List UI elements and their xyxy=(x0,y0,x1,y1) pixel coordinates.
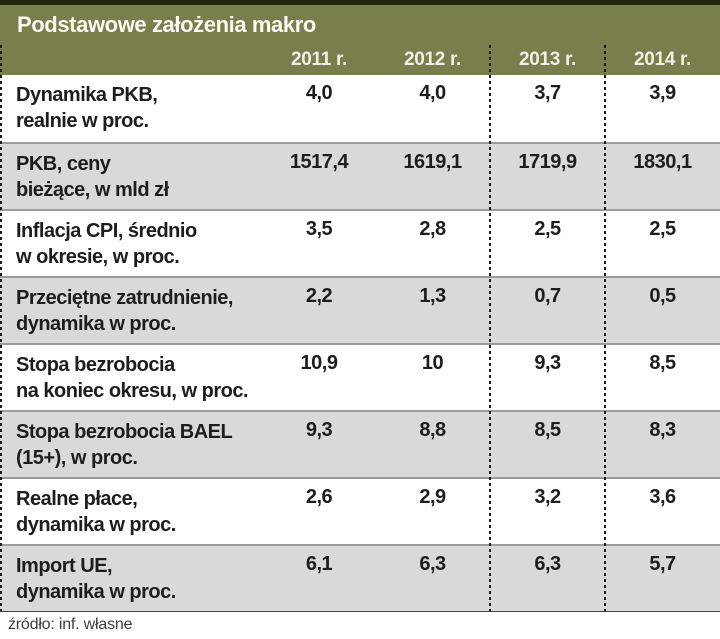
table-row: Stopa bezrobocia na koniec okresu, w pro… xyxy=(0,343,720,410)
row-value: 4,0 xyxy=(305,82,333,104)
row-value: 3,6 xyxy=(649,486,676,508)
row-label-line1: Dynamika PKB, xyxy=(16,84,158,106)
row-value: 8,5 xyxy=(534,419,561,441)
row-label-line1: Stopa bezrobocia BAEL xyxy=(16,421,233,443)
row-label: Inflacja CPI, średnio w okresie, w proc. xyxy=(0,211,263,276)
row-label: Realne płace, dynamika w proc. xyxy=(0,479,263,544)
row-label-line2: w okresie, w proc. xyxy=(16,246,180,268)
column-header-2012: 2012 r. xyxy=(403,49,462,70)
column-header-2014: 2014 r. xyxy=(633,49,692,70)
row-value: 1719,9 xyxy=(518,151,577,173)
row-value: 1830,1 xyxy=(633,151,692,173)
row-value: 3,2 xyxy=(534,486,561,508)
row-value: 8,3 xyxy=(649,419,676,441)
table-row: Realne płace, dynamika w proc. 2,6 2,9 3… xyxy=(0,477,720,544)
row-value: 2,6 xyxy=(305,486,333,508)
row-value: 2,5 xyxy=(649,218,676,240)
row-label-line2: realnie w proc. xyxy=(16,110,149,132)
row-label-line1: Import UE, xyxy=(16,555,113,577)
row-label-line1: PKB, ceny xyxy=(16,153,111,175)
table-title: Podstawowe założenia makro xyxy=(17,12,316,37)
table-row: Inflacja CPI, średnio w okresie, w proc.… xyxy=(0,209,720,276)
row-value: 8,8 xyxy=(419,419,446,441)
table-header: Podstawowe założenia makro 2011 r. 2012 … xyxy=(0,0,720,75)
table-row: Dynamika PKB, realnie w proc. 4,0 4,0 3,… xyxy=(0,75,720,142)
row-value: 0,7 xyxy=(534,285,561,307)
label-column-spacer xyxy=(0,49,263,71)
row-label-line1: Stopa bezrobocia xyxy=(16,354,175,376)
row-value: 9,3 xyxy=(305,419,333,441)
row-label-line2: na koniec okresu, w proc. xyxy=(16,380,249,402)
row-value: 1,3 xyxy=(419,285,446,307)
table-row: Przeciętne zatrudnienie, dynamika w proc… xyxy=(0,276,720,343)
column-header-2013: 2013 r. xyxy=(518,49,577,70)
column-header-row: 2011 r. 2012 r. 2013 r. 2014 r. xyxy=(0,49,720,71)
row-value: 0,5 xyxy=(649,285,676,307)
source-note: źródło: inf. własne xyxy=(0,611,720,639)
row-value: 4,0 xyxy=(419,82,446,104)
column-header-2011: 2011 r. xyxy=(290,49,348,70)
table-row: Import UE, dynamika w proc. 6,1 6,3 6,3 … xyxy=(0,544,720,611)
row-value: 8,5 xyxy=(649,352,676,374)
row-value: 1517,4 xyxy=(289,151,349,173)
row-label: PKB, ceny bieżące, w mld zł xyxy=(0,144,263,209)
row-label-line1: Realne płace, xyxy=(16,488,138,510)
row-label: Przeciętne zatrudnienie, dynamika w proc… xyxy=(0,278,263,343)
row-value: 2,5 xyxy=(534,218,561,240)
row-value: 6,3 xyxy=(419,553,446,575)
row-label-line2: dynamika w proc. xyxy=(16,581,176,603)
row-label: Stopa bezrobocia BAEL (15+), w proc. xyxy=(0,412,263,477)
table-body: Dynamika PKB, realnie w proc. 4,0 4,0 3,… xyxy=(0,75,720,611)
row-label-line2: bieżące, w mld zł xyxy=(16,179,169,201)
row-label-line1: Przeciętne zatrudnienie, xyxy=(16,287,233,309)
row-value: 10,9 xyxy=(300,352,338,374)
row-label-line1: Inflacja CPI, średnio xyxy=(16,220,197,242)
row-value: 2,9 xyxy=(419,486,446,508)
table-row: PKB, ceny bieżące, w mld zł 1517,4 1619,… xyxy=(0,142,720,209)
row-value: 2,2 xyxy=(305,285,333,307)
row-label: Dynamika PKB, realnie w proc. xyxy=(0,75,263,142)
row-value: 9,3 xyxy=(534,352,561,374)
table-row: Stopa bezrobocia BAEL (15+), w proc. 9,3… xyxy=(0,410,720,477)
row-value: 5,7 xyxy=(649,553,676,575)
row-label-line2: dynamika w proc. xyxy=(16,313,176,335)
row-value: 3,9 xyxy=(649,82,676,104)
row-value: 10 xyxy=(421,352,444,374)
row-value: 6,1 xyxy=(305,553,333,575)
row-label: Import UE, dynamika w proc. xyxy=(0,546,263,611)
row-value: 6,3 xyxy=(534,553,561,575)
row-label-line2: dynamika w proc. xyxy=(16,514,176,536)
row-label: Stopa bezrobocia na koniec okresu, w pro… xyxy=(0,345,263,410)
row-value: 3,7 xyxy=(534,82,561,104)
row-value: 1619,1 xyxy=(403,151,462,173)
header-top-stripe xyxy=(0,0,720,5)
row-value: 2,8 xyxy=(419,218,446,240)
row-label-line2: (15+), w proc. xyxy=(16,447,138,469)
row-value: 3,5 xyxy=(305,218,333,240)
